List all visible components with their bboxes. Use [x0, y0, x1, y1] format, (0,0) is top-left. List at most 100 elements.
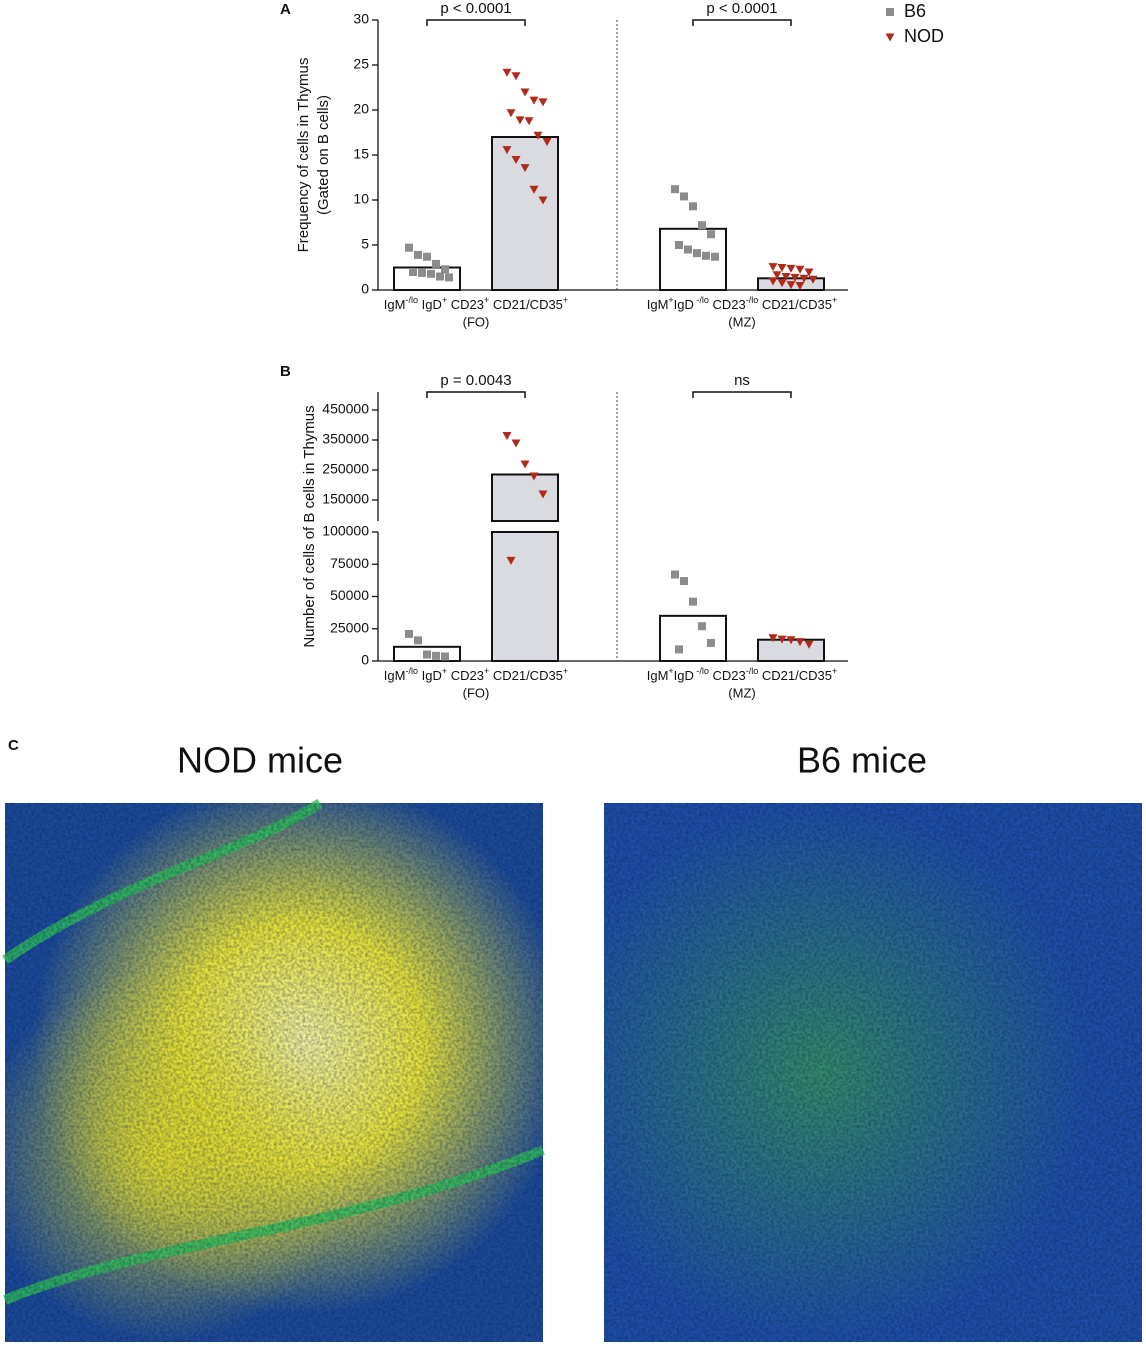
point	[772, 271, 782, 280]
point	[777, 635, 787, 644]
legend-marker	[886, 8, 894, 16]
point	[768, 634, 778, 643]
point	[795, 638, 805, 647]
label-part: CD21/CD35	[758, 668, 832, 683]
point	[702, 251, 710, 260]
x-tick-label: IgM+IgD -/lo CD23-/lo CD21/CD35+	[647, 295, 838, 312]
y-tick-label: 150000	[322, 491, 369, 507]
point	[711, 252, 719, 261]
point	[698, 221, 706, 230]
point	[432, 259, 440, 268]
label-part: CD21/CD35	[489, 297, 563, 312]
label-part: +	[832, 666, 837, 676]
point	[804, 268, 814, 277]
point	[790, 273, 800, 282]
point	[777, 264, 787, 272]
legend-label: NOD	[904, 26, 944, 46]
point	[520, 164, 530, 173]
point	[707, 230, 715, 239]
y-tick-label: 0	[361, 652, 369, 668]
label-part: +	[563, 666, 568, 676]
y-tick-label: 350000	[322, 431, 369, 447]
label-part: CD23	[447, 297, 484, 312]
significance-bracket	[692, 19, 792, 26]
bar	[491, 531, 559, 662]
panel-label: B	[280, 363, 291, 380]
point	[427, 269, 435, 278]
label-part: -/lo	[746, 295, 759, 305]
y-tick-label: 0	[361, 281, 369, 297]
legend-marker	[885, 33, 895, 42]
point	[786, 281, 796, 290]
image-title: NOD mice	[177, 740, 343, 781]
micrograph	[604, 803, 1142, 1342]
point	[786, 264, 796, 273]
label-part: CD23	[447, 668, 484, 683]
point	[533, 131, 543, 140]
point	[671, 570, 679, 579]
x-tick-sublabel: (MZ)	[728, 314, 755, 329]
y-tick-label: 100000	[322, 523, 369, 539]
chart: A 0 5 10 15 20 25 30 Frequency of cells in Thymu…	[280, 0, 944, 329]
x-tick-label: IgM+IgD -/lo CD23-/lo CD21/CD35+	[647, 666, 838, 683]
significance-bracket	[692, 391, 792, 398]
y-tick-label: 25000	[330, 619, 369, 635]
y-axis-label: Frequency of cells in Thymus	[295, 58, 312, 253]
point	[538, 98, 548, 107]
point	[409, 268, 417, 276]
chart: B 0 25000 50000 75000 100000 150000 250000 35000…	[280, 363, 848, 700]
point	[520, 460, 530, 469]
y-tick-label: 25	[353, 56, 369, 72]
y-tick-label: 250000	[322, 461, 369, 477]
point	[405, 243, 413, 252]
image-title: B6 mice	[797, 740, 927, 781]
point	[768, 263, 778, 272]
point	[515, 116, 525, 125]
point	[506, 556, 516, 565]
label-part: +	[668, 666, 673, 676]
label-part: +	[563, 295, 568, 305]
point	[795, 282, 805, 290]
label-part: CD21/CD35	[758, 297, 832, 312]
significance-label: p < 0.0001	[706, 0, 777, 17]
label-part: IgD	[674, 668, 694, 683]
point	[511, 156, 521, 164]
point	[804, 640, 814, 649]
y-axis-label: (Gated on B cells)	[315, 95, 332, 215]
x-tick-sublabel: (FO)	[463, 685, 490, 700]
bar	[659, 614, 727, 662]
y-axis-label: Number of cells of B cells in Thymus	[301, 405, 318, 647]
point	[529, 96, 539, 105]
panel-label: A	[280, 1, 291, 18]
point	[707, 638, 715, 647]
point	[423, 650, 431, 659]
micrograph	[2, 798, 545, 1342]
label-part: IgM	[647, 297, 669, 312]
label-part: -/lo	[746, 666, 759, 676]
label-part: IgD	[418, 668, 442, 683]
point	[414, 636, 422, 645]
point	[684, 245, 692, 254]
y-tick-label: 10	[353, 191, 369, 207]
point	[786, 636, 796, 645]
point	[768, 277, 778, 286]
label-part: +	[442, 295, 447, 305]
point	[445, 273, 453, 282]
x-tick-sublabel: (MZ)	[728, 685, 755, 700]
point	[405, 629, 413, 638]
point	[423, 252, 431, 261]
point	[529, 185, 539, 194]
charts: A 0 5 10 15 20 25 30 Frequency of cells in Thymu…	[280, 0, 944, 700]
label-part: IgM	[384, 297, 406, 312]
label-part: IgM	[384, 668, 406, 683]
point	[414, 250, 422, 259]
label-part: IgD	[674, 297, 694, 312]
significance-label: p = 0.0043	[440, 372, 511, 389]
point	[671, 185, 679, 194]
point	[511, 439, 521, 448]
label-part: IgD	[418, 297, 442, 312]
point	[441, 265, 449, 274]
point	[524, 117, 534, 126]
x-tick-label: IgM-/lo IgD+ CD23+ CD21/CD35+	[384, 295, 568, 312]
panel-c: C NOD mice B6 mice	[2, 737, 1142, 1342]
